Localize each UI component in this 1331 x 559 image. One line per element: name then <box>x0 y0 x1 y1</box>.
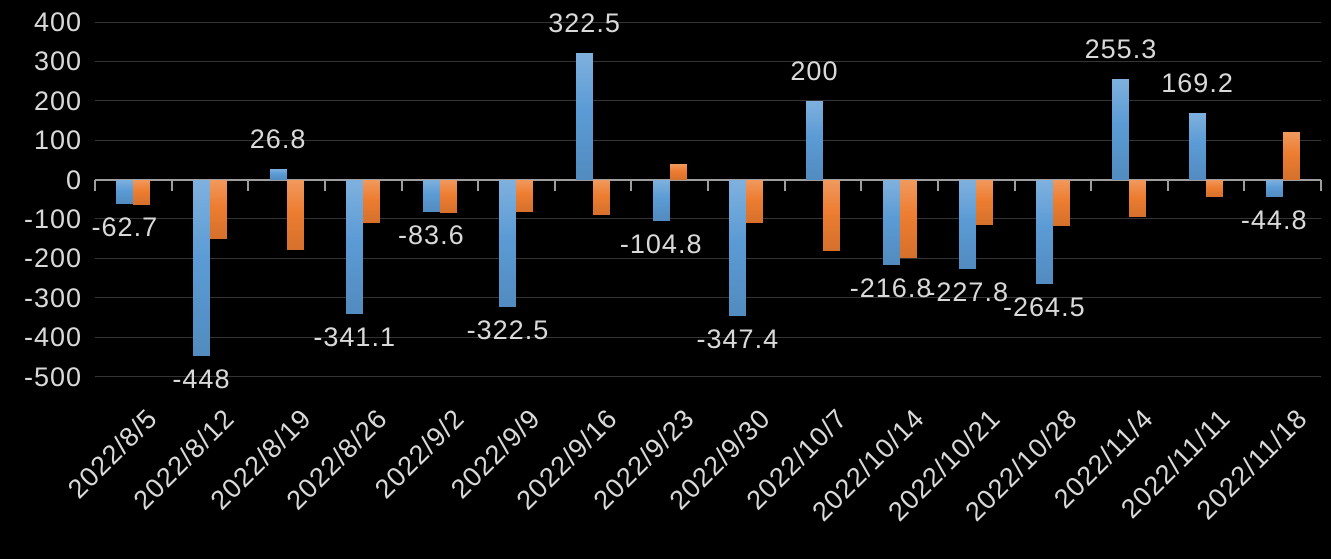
data-label: -341.1 <box>313 321 396 352</box>
orange-series-bar <box>1282 131 1300 180</box>
gridline <box>95 336 1321 338</box>
y-axis-tick-label: -500 <box>23 361 82 392</box>
y-axis-tick-label: -100 <box>23 203 82 234</box>
x-axis-tick <box>1166 179 1169 191</box>
x-axis-tick <box>170 179 173 191</box>
x-axis-tick <box>1013 179 1016 191</box>
data-label: 169.2 <box>1161 67 1234 98</box>
gridline <box>95 257 1321 259</box>
x-axis-tick <box>936 179 939 191</box>
blue-series-bar <box>652 179 670 221</box>
gridline <box>95 218 1321 220</box>
gridline <box>95 60 1321 62</box>
x-axis-tick <box>400 179 403 191</box>
orange-series-bar <box>209 179 227 239</box>
x-axis-tick <box>1090 179 1093 191</box>
blue-series-bar <box>192 179 210 356</box>
blue-series-bar <box>1189 112 1207 180</box>
data-label: -104.8 <box>619 228 703 259</box>
orange-series-bar <box>516 179 534 212</box>
x-axis-tick <box>247 179 250 191</box>
y-axis-tick-label: 200 <box>33 85 82 116</box>
orange-series-bar <box>286 179 304 251</box>
orange-series-bar <box>976 179 994 225</box>
x-axis-tick <box>707 179 709 191</box>
orange-series-bar <box>133 179 151 206</box>
y-axis-tick-label: 100 <box>33 125 82 156</box>
orange-series-bar <box>439 179 457 214</box>
x-axis-tick <box>860 179 863 191</box>
orange-series-bar <box>669 163 687 180</box>
blue-series-bar <box>116 179 134 205</box>
x-axis-tick <box>1320 179 1322 191</box>
blue-series-bar <box>499 179 517 307</box>
y-axis-tick-label: 0 <box>65 164 82 195</box>
orange-series-bar <box>1129 179 1147 217</box>
orange-series-bar <box>822 179 840 252</box>
blue-series-bar <box>959 179 977 270</box>
blue-series-bar <box>805 100 823 180</box>
x-axis-tick <box>477 179 480 191</box>
blue-series-bar <box>422 179 440 213</box>
blue-series-bar <box>346 179 364 314</box>
gridline <box>95 139 1321 141</box>
blue-series-bar <box>1265 179 1283 198</box>
data-label: -322.5 <box>466 314 550 345</box>
orange-series-bar <box>593 179 611 215</box>
orange-series-bar <box>746 179 764 223</box>
data-label: 255.3 <box>1084 33 1158 64</box>
blue-series-bar <box>729 179 747 317</box>
y-axis-tick-label: 300 <box>33 46 82 77</box>
x-axis-tick <box>630 179 633 191</box>
orange-series-bar <box>1206 179 1224 198</box>
orange-series-bar <box>899 179 917 259</box>
data-label: -264.5 <box>1003 291 1086 322</box>
y-axis-tick-label: -300 <box>23 282 82 313</box>
blue-series-bar <box>1035 179 1053 284</box>
blue-series-bar <box>576 52 594 180</box>
x-axis-tick <box>323 179 326 191</box>
data-label: -448 <box>172 364 231 395</box>
data-label: -347.4 <box>696 324 780 355</box>
data-label: 322.5 <box>548 7 621 38</box>
gridline <box>95 376 1321 377</box>
gridline <box>95 100 1321 102</box>
orange-series-bar <box>1052 179 1070 227</box>
y-axis-tick-label: -200 <box>23 243 82 274</box>
y-axis-tick-label: -400 <box>23 322 82 353</box>
x-axis-tick <box>1243 179 1246 191</box>
data-label: -216.8 <box>849 272 933 303</box>
data-label: -227.8 <box>926 277 1009 308</box>
gridline <box>95 297 1321 299</box>
data-label: -62.7 <box>91 212 159 243</box>
y-axis-tick-label: 400 <box>33 7 82 37</box>
blue-series-bar <box>269 168 287 180</box>
blue-series-bar <box>882 179 900 265</box>
x-axis-tick <box>94 179 96 191</box>
data-label: -83.6 <box>398 220 465 251</box>
x-axis-tick <box>553 179 556 191</box>
blue-series-bar <box>1112 78 1130 180</box>
data-label: 200 <box>790 55 839 86</box>
orange-series-bar <box>363 179 381 223</box>
gridline <box>95 21 1321 23</box>
data-label: 26.8 <box>249 123 307 154</box>
x-axis-tick <box>783 179 786 191</box>
data-label: -44.8 <box>1240 205 1308 236</box>
